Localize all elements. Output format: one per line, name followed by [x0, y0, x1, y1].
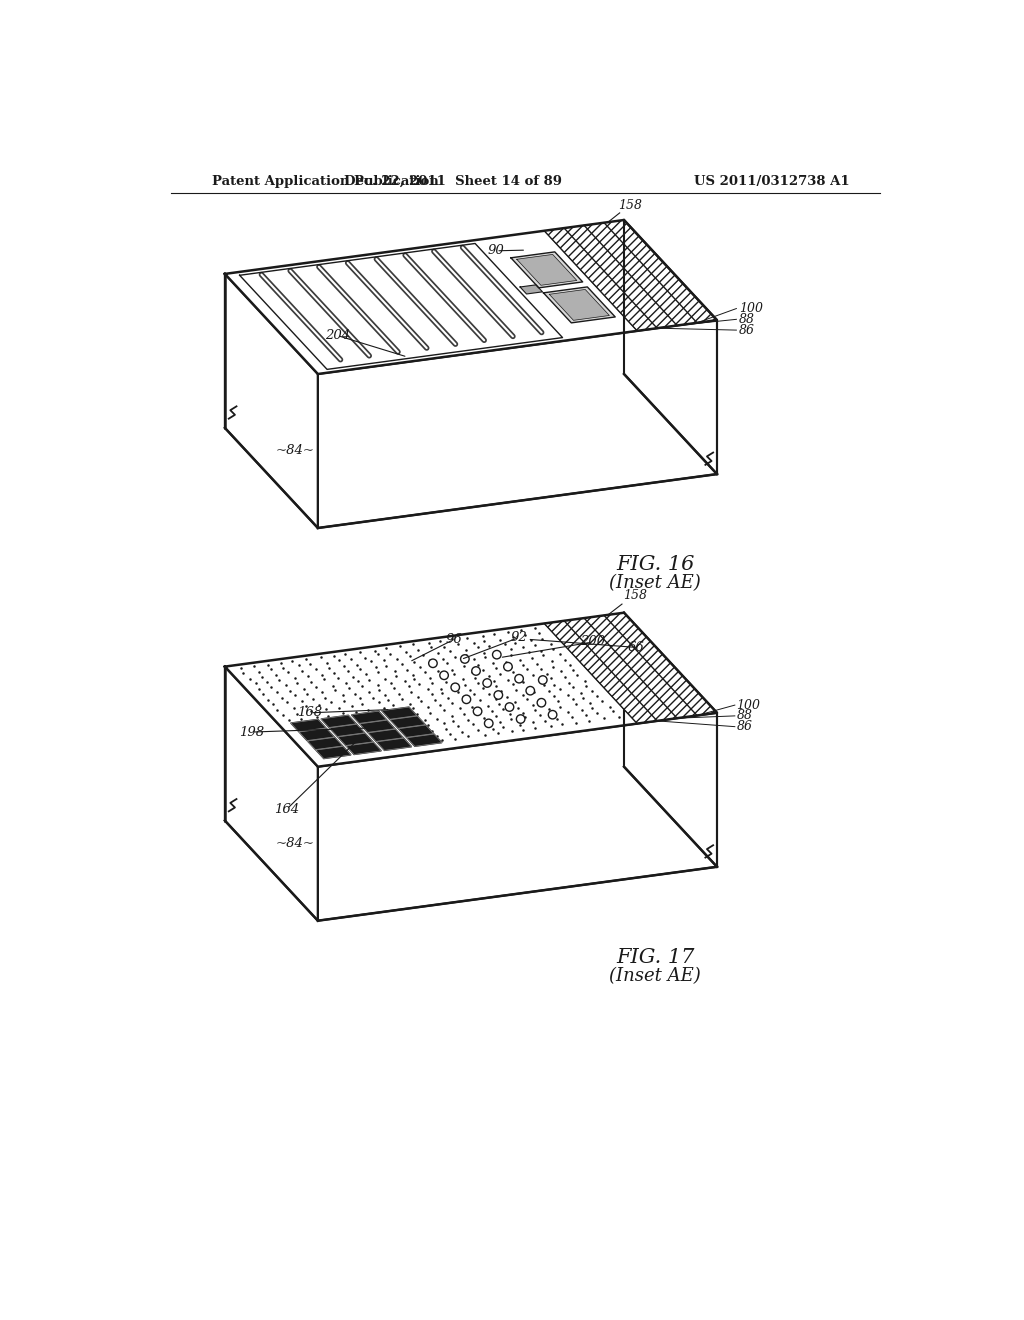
Text: FIG. 16: FIG. 16 — [615, 556, 694, 574]
Polygon shape — [225, 612, 717, 767]
Text: 66: 66 — [628, 640, 644, 653]
Circle shape — [461, 655, 469, 663]
Text: 168: 168 — [298, 706, 323, 719]
Polygon shape — [291, 719, 326, 731]
Text: 86: 86 — [736, 721, 753, 733]
Polygon shape — [511, 252, 583, 288]
Text: 164: 164 — [274, 803, 299, 816]
Polygon shape — [338, 734, 373, 746]
Polygon shape — [520, 285, 543, 294]
Polygon shape — [317, 321, 717, 528]
Polygon shape — [351, 711, 386, 723]
Text: 86: 86 — [738, 323, 755, 337]
Text: 88: 88 — [738, 313, 755, 326]
Text: 96: 96 — [445, 634, 462, 647]
Circle shape — [440, 671, 449, 680]
Polygon shape — [225, 275, 317, 528]
Polygon shape — [549, 289, 609, 321]
Circle shape — [539, 676, 547, 684]
Polygon shape — [390, 715, 425, 729]
Polygon shape — [398, 725, 433, 738]
Circle shape — [504, 663, 512, 671]
Polygon shape — [307, 738, 343, 750]
Polygon shape — [382, 708, 417, 719]
Text: ~84~: ~84~ — [275, 445, 314, 458]
Text: Patent Application Publication: Patent Application Publication — [212, 176, 438, 187]
Circle shape — [429, 659, 437, 668]
Text: 92: 92 — [511, 631, 527, 644]
Polygon shape — [544, 286, 615, 323]
Polygon shape — [624, 612, 717, 867]
Text: 158: 158 — [624, 589, 647, 602]
Polygon shape — [407, 734, 442, 746]
Circle shape — [483, 678, 492, 688]
Text: (Inset AE): (Inset AE) — [609, 574, 700, 593]
Circle shape — [538, 698, 546, 708]
Circle shape — [548, 710, 557, 719]
Polygon shape — [377, 738, 412, 750]
Circle shape — [516, 715, 525, 723]
Circle shape — [462, 696, 471, 704]
Text: ~84~: ~84~ — [275, 837, 314, 850]
Polygon shape — [322, 715, 356, 727]
Text: (Inset AE): (Inset AE) — [609, 966, 700, 985]
Text: US 2011/0312738 A1: US 2011/0312738 A1 — [693, 176, 849, 187]
Polygon shape — [299, 729, 334, 741]
Polygon shape — [544, 220, 717, 331]
Polygon shape — [330, 725, 365, 737]
Text: 200: 200 — [581, 635, 605, 648]
Polygon shape — [225, 667, 317, 921]
Polygon shape — [359, 721, 395, 733]
Circle shape — [515, 675, 523, 682]
Text: 88: 88 — [736, 709, 753, 722]
Text: 198: 198 — [240, 726, 264, 739]
Circle shape — [505, 702, 514, 711]
Circle shape — [473, 708, 482, 715]
Text: Dec. 22, 2011  Sheet 14 of 89: Dec. 22, 2011 Sheet 14 of 89 — [344, 176, 562, 187]
Polygon shape — [624, 220, 717, 474]
Circle shape — [526, 686, 535, 694]
Polygon shape — [544, 612, 717, 723]
Polygon shape — [346, 742, 381, 755]
Text: 158: 158 — [617, 199, 642, 211]
Circle shape — [472, 667, 480, 676]
Text: FIG. 17: FIG. 17 — [615, 948, 694, 968]
Text: 100: 100 — [736, 698, 761, 711]
Polygon shape — [315, 746, 351, 759]
Circle shape — [493, 651, 501, 659]
Polygon shape — [369, 729, 403, 742]
Circle shape — [451, 682, 460, 692]
Text: 100: 100 — [738, 302, 763, 315]
Text: 204: 204 — [325, 329, 350, 342]
Circle shape — [494, 690, 503, 700]
Polygon shape — [517, 255, 577, 285]
Circle shape — [484, 719, 493, 727]
Text: 90: 90 — [487, 244, 505, 257]
Polygon shape — [225, 220, 717, 374]
Polygon shape — [317, 713, 717, 921]
